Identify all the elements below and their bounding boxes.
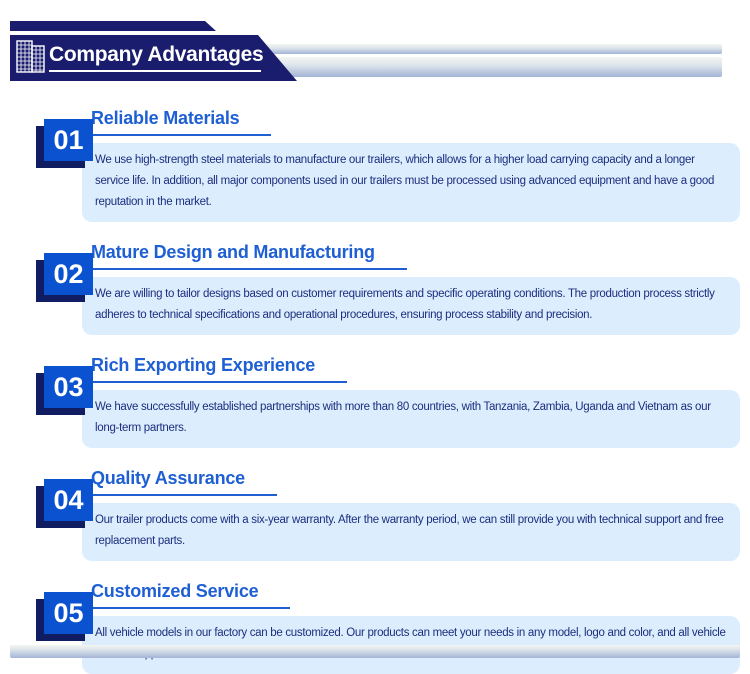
advantage-section-2: 02 Mature Design and Manufacturing We ar… [36, 242, 740, 335]
number-badge: 03 [36, 366, 93, 416]
advantage-section-1: 01 Reliable Materials We use high-streng… [36, 108, 740, 222]
building-icon [16, 40, 45, 73]
badge-number: 01 [44, 119, 93, 161]
swoosh-band-thick [255, 57, 722, 77]
title-underline [49, 70, 261, 72]
section-title: Reliable Materials [91, 108, 272, 136]
section-description: We use high-strength steel materials to … [82, 143, 740, 222]
badge-cell: 02 [36, 242, 93, 335]
swoosh-band-thin [212, 44, 722, 54]
badge-number: 05 [44, 592, 93, 634]
badge-number: 02 [44, 253, 93, 295]
number-badge: 01 [36, 119, 93, 169]
header-ribbon-art [10, 21, 722, 81]
badge-cell: 03 [36, 355, 93, 448]
section-description: We are willing to tailor designs based o… [82, 277, 740, 335]
section-content: Reliable Materials We use high-strength … [82, 108, 740, 222]
number-badge: 05 [36, 592, 93, 642]
section-title: Quality Assurance [91, 468, 277, 496]
page-title: Company Advantages [49, 43, 264, 66]
section-content: Customized Service All vehicle models in… [82, 581, 740, 674]
section-content: Rich Exporting Experience We have succes… [82, 355, 740, 448]
badge-number: 04 [44, 479, 93, 521]
advantages-list: 01 Reliable Materials We use high-streng… [0, 92, 750, 674]
badge-cell: 04 [36, 468, 93, 561]
badge-number: 03 [44, 366, 93, 408]
number-badge: 04 [36, 479, 93, 529]
ribbon-banner [10, 35, 297, 81]
number-badge: 02 [36, 253, 93, 303]
section-title: Rich Exporting Experience [91, 355, 348, 383]
section-content: Mature Design and Manufacturing We are w… [82, 242, 740, 335]
advantage-section-3: 03 Rich Exporting Experience We have suc… [36, 355, 740, 448]
badge-cell: 05 [36, 581, 93, 674]
section-description: We have successfully established partner… [82, 390, 740, 448]
advantage-section-5: 05 Customized Service All vehicle models… [36, 581, 740, 674]
section-description: Our trailer products come with a six-yea… [82, 503, 740, 561]
advantage-section-4: 04 Quality Assurance Our trailer product… [36, 468, 740, 561]
bottom-divider [10, 645, 740, 658]
section-content: Quality Assurance Our trailer products c… [82, 468, 740, 561]
section-title: Customized Service [91, 581, 291, 609]
ribbon-top-strip [10, 21, 216, 31]
badge-cell: 01 [36, 108, 93, 222]
section-title: Mature Design and Manufacturing [91, 242, 407, 270]
header-banner: Company Advantages [0, 0, 750, 92]
